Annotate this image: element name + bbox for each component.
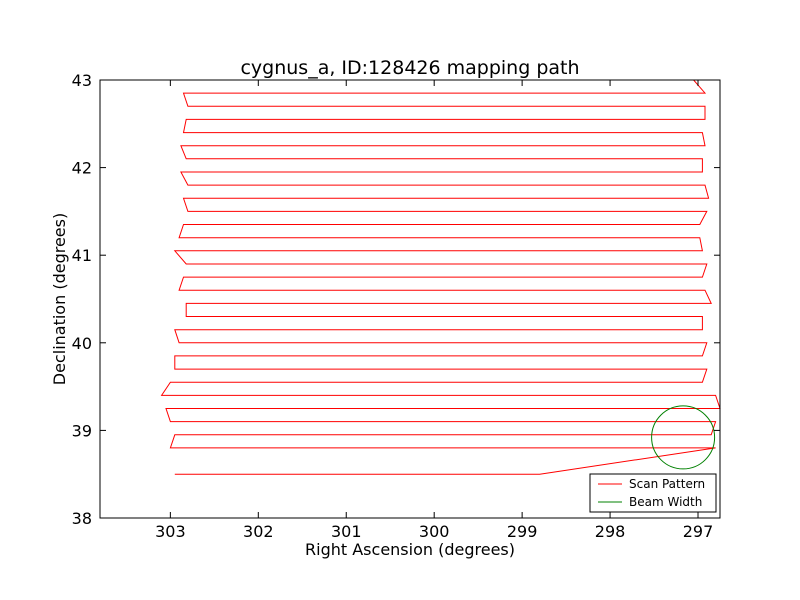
scan-pattern-line [160,79,721,475]
legend-box [589,473,717,513]
x-tick-label: 297 [683,522,714,541]
x-axis-label: Right Ascension (degrees) [305,540,515,559]
x-tick-label: 298 [595,522,626,541]
axis-ticks: 303 302 301 300 299 298 297 38 39 40 41 42 43 [72,71,720,541]
x-tick-label: 300 [419,522,450,541]
plot-area [160,79,721,475]
x-tick-label: 301 [331,522,362,541]
beam-width-circle [651,405,716,470]
y-tick-label: 41 [72,246,92,265]
x-tick-label: 302 [243,522,274,541]
y-tick-label: 42 [72,159,92,178]
axes-frame [99,79,721,519]
y-tick-label: 43 [72,71,92,90]
legend-label-scan-pattern: Scan Pattern [629,477,705,491]
y-axis-label: Declination (degrees) [50,213,69,385]
y-tick-label: 39 [72,421,92,440]
x-tick-label: 303 [155,522,186,541]
y-tick-label: 40 [72,334,92,353]
legend-label-beam-width: Beam Width [629,495,702,509]
legend: Scan Pattern Beam Width [589,473,717,513]
x-tick-label: 299 [507,522,538,541]
chart-title: cygnus_a, ID:128426 mapping path [240,57,579,79]
y-tick-label: 38 [72,509,92,528]
